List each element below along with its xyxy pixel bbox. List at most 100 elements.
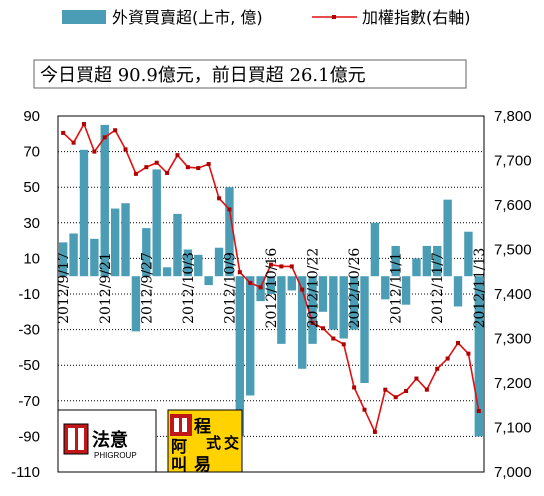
line-point [445, 356, 450, 361]
logo-char-2: 式 [206, 434, 221, 452]
line-point [227, 207, 232, 212]
bar [474, 276, 483, 437]
bar [349, 276, 359, 330]
left-tick-label: 30 [23, 215, 40, 232]
bar [246, 276, 255, 396]
date-label: 2012/10/16 [264, 248, 280, 329]
left-tick-label: 90 [23, 108, 40, 125]
logo-char-small-2: 叫 [171, 455, 187, 474]
bar [131, 276, 141, 332]
line-point [71, 140, 76, 145]
line-point [456, 340, 461, 345]
left-tick-label: 50 [23, 179, 40, 196]
bar [464, 231, 473, 277]
bar [360, 276, 369, 383]
line-point [154, 160, 159, 165]
line-series [61, 122, 481, 435]
line-point [300, 287, 305, 292]
line-point [248, 280, 253, 285]
left-tick-label: 10 [23, 250, 40, 267]
bar [162, 267, 172, 277]
line-point [81, 122, 86, 127]
x-axis-dates: 2012/9/17 2012/9/21 2012/9/27 2012/10/3 2012… [56, 248, 488, 329]
bar [391, 245, 400, 277]
line-point [175, 153, 180, 158]
right-tick-label: 7,300 [494, 331, 532, 348]
right-tick-label: 7,700 [494, 153, 532, 170]
left-tick-label: -90 [18, 428, 40, 445]
date-label: 2012/9/17 [56, 252, 72, 324]
line-point [341, 342, 346, 347]
left-tick-label: -50 [18, 357, 40, 374]
line-point [414, 376, 419, 381]
bar [183, 249, 193, 277]
date-label: 2012/10/3 [181, 252, 197, 324]
info-box-text: 今日買超 90.9億元，前日買超 26.1億元 [40, 65, 366, 86]
line-point [476, 409, 481, 414]
line-point [144, 165, 149, 170]
line-point [435, 366, 440, 371]
date-label: 2012/11/7 [430, 252, 446, 324]
line-point [424, 387, 429, 392]
phigroup-logo-text: 法意 [92, 429, 128, 451]
bar [69, 233, 78, 277]
phigroup-logo-sub: PHIGROUP [94, 451, 137, 460]
line-point [404, 389, 409, 394]
bar [173, 213, 182, 277]
bar [214, 247, 224, 277]
date-label: 2012/11/13 [472, 248, 488, 329]
info-box [33, 59, 467, 89]
legend-bar-label: 外資買賣超(上市, 億) [112, 8, 263, 27]
line-point [206, 162, 211, 167]
line-point [352, 385, 357, 390]
line-point [393, 395, 398, 400]
logo-char-1: 程 [194, 417, 211, 437]
bar-series [59, 124, 483, 437]
bar [110, 208, 120, 277]
bar [79, 149, 89, 277]
line-point [185, 165, 190, 170]
date-label: 2012/10/22 [306, 248, 322, 329]
line-point [362, 407, 367, 412]
date-label: 2012/10/9 [222, 252, 238, 324]
line-point [279, 264, 284, 269]
bar [287, 276, 296, 291]
left-tick-label: -70 [18, 393, 40, 410]
bar [308, 276, 317, 344]
bar [401, 276, 411, 305]
line-point [217, 196, 222, 201]
bar [100, 124, 109, 277]
date-label: 2012/10/26 [347, 248, 363, 329]
line-point [383, 387, 388, 392]
bar [422, 245, 432, 277]
right-tick-label: 7,400 [494, 286, 532, 303]
line-point [372, 429, 377, 434]
bar [318, 276, 328, 312]
phigroup-logo: 法意 PHIGROUP [57, 409, 157, 473]
date-label: 2012/11/1 [389, 252, 405, 324]
line-point [92, 149, 97, 154]
legend-line-marker [332, 15, 336, 19]
line-point [61, 130, 66, 135]
logo-char-4: 易 [194, 455, 211, 475]
logo-char-small-1: 阿 [171, 437, 187, 456]
left-axis: 90 70 50 30 10 -10 -30 -50 -70 -90 -110 [11, 108, 40, 481]
line-point [113, 128, 118, 133]
bar [152, 169, 161, 277]
line-point [237, 270, 242, 275]
line-point [196, 166, 201, 171]
line-point [310, 320, 315, 325]
bar [277, 276, 286, 344]
date-label: 2012/9/21 [98, 252, 114, 324]
bar [381, 276, 390, 300]
right-tick-label: 7,500 [494, 242, 532, 259]
legend-line-label: 加權指數(右軸) [362, 8, 471, 27]
bar [225, 187, 234, 277]
left-tick-label: -30 [18, 322, 40, 339]
program-trading-logo: 程 阿 式 交 叫 易 [167, 409, 243, 475]
logo-char-3: 交 [224, 434, 239, 452]
bar [329, 276, 338, 330]
right-tick-label: 7,600 [494, 197, 532, 214]
legend-bar-swatch [62, 10, 106, 24]
